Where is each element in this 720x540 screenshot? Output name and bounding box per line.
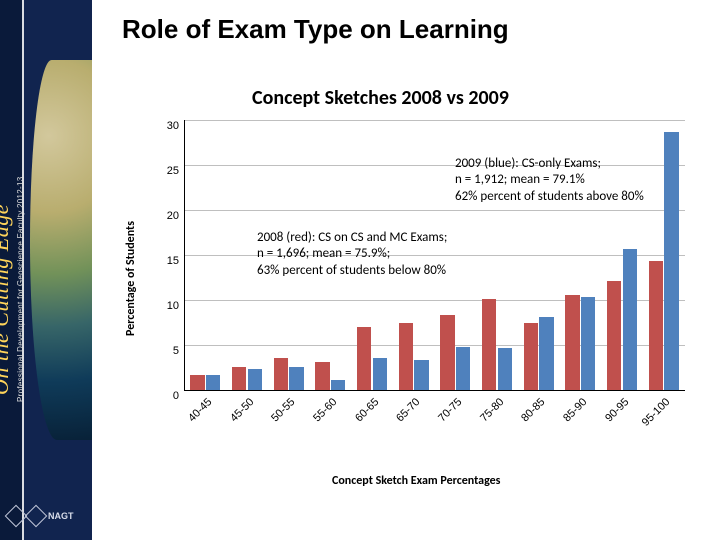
main-content: Role of Exam Type on Learning Concept Sk… [92,0,720,540]
chart-bar-2008 [357,327,371,390]
chart-bar-2008 [399,323,413,390]
chart-ytick: 30 [167,120,179,132]
chart-bar-2008 [315,362,329,390]
chart-xtick: 60-65 [353,396,381,424]
chart-bar-2009 [664,132,678,390]
banner-logo: NAGT [8,500,84,532]
chart-bar-2009 [373,358,387,390]
chart-ytick: 25 [167,165,179,177]
chart-gridline [185,120,685,121]
chart-bar-2008 [440,315,454,390]
chart-xtick: 65-70 [394,396,422,424]
chart-bar-2009 [623,249,637,390]
chart-bar-2009 [331,380,345,390]
chart-xtick: 40-45 [186,396,214,424]
banner-title: On the Cutting Edge [0,204,14,395]
chart-bar-2008 [232,367,246,390]
chart-annotation: 2008 (red): CS on CS and MC Exams;n = 1,… [257,230,447,279]
chart-bar-2008 [524,323,538,391]
chart-ytick: 10 [167,300,179,312]
chart-bar-2008 [482,299,496,390]
chart-bar-2008 [274,358,288,390]
chart-annotation: 2009 (blue): CS-only Exams;n = 1,912; me… [455,156,644,205]
chart-xtick: 90-95 [603,396,631,424]
chart-bar-2009 [539,317,553,390]
logo-diamond-icon [25,505,48,528]
chart-bar-2009 [414,360,428,390]
chart-xtick: 75-80 [478,396,506,424]
banner-subtitle: Professional Development for Geoscience … [16,177,25,403]
chart-xtick: 55-60 [311,396,339,424]
chart-gridline [185,210,685,211]
chart-ytick: 5 [173,345,179,357]
logo-text: NAGT [48,511,74,521]
chart-bar-2009 [289,367,303,390]
chart-bar-2008 [190,375,204,390]
chart-bar-2009 [498,348,512,390]
chart-xtick: 80-85 [519,396,547,424]
chart-container: Concept Sketches 2008 vs 2009 Percentage… [132,86,692,506]
chart-xtick: 70-75 [436,396,464,424]
chart-bar-2009 [581,297,595,390]
chart-ytick: 15 [167,255,179,267]
chart-bar-2009 [248,369,262,390]
banner-terrain-art [30,60,92,440]
chart-xlabel: Concept Sketch Exam Percentages [332,474,500,488]
chart-bar-2009 [456,347,470,390]
chart-xtick: 45-50 [228,396,256,424]
sidebar-banner: On the Cutting Edge Professional Develop… [0,0,92,540]
chart-bar-2008 [565,295,579,390]
chart-xtick: 95-100 [640,396,673,429]
page-title: Role of Exam Type on Learning [122,14,509,45]
chart-ytick: 20 [167,210,179,222]
chart-xtick: 85-90 [561,396,589,424]
chart-plot-area: 05101520253040-4545-5050-5555-6060-6565-… [184,120,685,391]
chart-xtick: 50-55 [269,396,297,424]
chart-bar-2008 [607,281,621,390]
chart-bar-2009 [206,375,220,390]
chart-ytick: 0 [173,390,179,402]
chart-bar-2008 [649,261,663,390]
chart-title: Concept Sketches 2008 vs 2009 [252,86,509,110]
slide: On the Cutting Edge Professional Develop… [0,0,720,540]
chart-ylabel: Percentage of Students [124,221,138,336]
